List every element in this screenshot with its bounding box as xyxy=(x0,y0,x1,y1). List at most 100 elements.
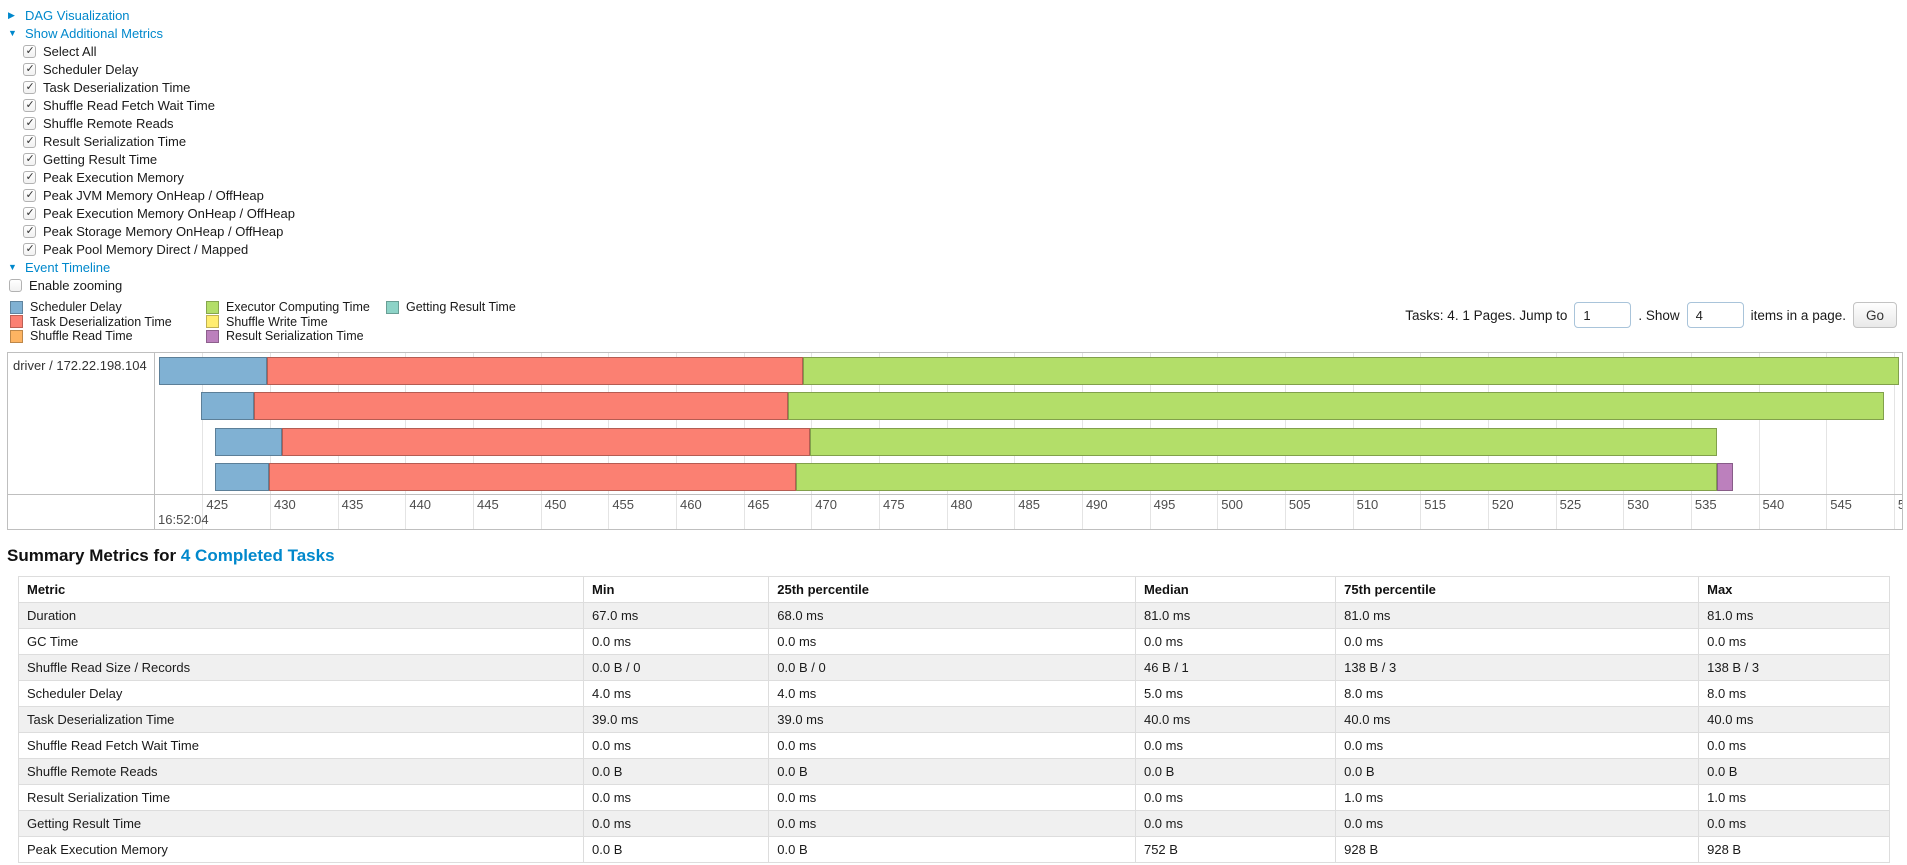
metric-checkbox[interactable] xyxy=(23,152,36,166)
metric-checkbox[interactable] xyxy=(23,242,36,256)
metric-value-cell: 0.0 B / 0 xyxy=(768,654,1136,681)
metric-name-cell: Result Serialization Time xyxy=(17,784,585,811)
metric-checkbox-row[interactable]: Task Deserialization Time xyxy=(23,78,1907,96)
metric-value-cell: 8.0 ms xyxy=(1335,680,1700,707)
metric-checkbox-row[interactable]: Scheduler Delay xyxy=(23,60,1907,78)
show-additional-metrics-toggle[interactable]: ▼ Show Additional Metrics xyxy=(8,24,1907,42)
metric-checkbox-row[interactable]: Select All xyxy=(23,42,1907,60)
metric-value-cell: 1.0 ms xyxy=(1335,784,1700,811)
metric-value-cell: 0.0 ms xyxy=(1134,810,1337,837)
metric-checkbox-row[interactable]: Shuffle Remote Reads xyxy=(23,114,1907,132)
metric-value-cell: 40.0 ms xyxy=(1134,706,1337,733)
metric-value-cell: 928 B xyxy=(1335,836,1700,863)
task-bar-segment-deserialization[interactable] xyxy=(267,357,804,385)
legend-swatch xyxy=(386,300,399,314)
metric-value-cell: 0.0 B / 0 xyxy=(583,654,770,681)
metric-checkbox[interactable] xyxy=(23,116,36,130)
task-bar-segment-scheduler-delay[interactable] xyxy=(159,357,268,385)
enable-zooming-row[interactable]: Enable zooming xyxy=(9,276,1907,294)
metric-value-cell: 46 B / 1 xyxy=(1134,654,1337,681)
task-bar-segment-computing[interactable] xyxy=(796,463,1717,492)
task-bar-segment-scheduler-delay[interactable] xyxy=(214,427,283,456)
metric-checkbox-row[interactable]: Peak Execution Memory OnHeap / OffHeap xyxy=(23,204,1907,222)
metric-checkbox-label: Result Serialization Time xyxy=(43,133,187,149)
task-bar-segment-scheduler-delay[interactable] xyxy=(201,392,254,421)
event-timeline-toggle[interactable]: ▼ Event Timeline xyxy=(8,258,1907,276)
metric-checkbox[interactable] xyxy=(23,62,36,76)
metric-checkbox-row[interactable]: Peak Pool Memory Direct / Mapped xyxy=(23,240,1907,258)
dag-visualization-label: DAG Visualization xyxy=(25,7,130,23)
timeline-label-divider xyxy=(154,353,155,529)
dag-visualization-toggle[interactable]: ▶ DAG Visualization xyxy=(8,6,1907,24)
timeline-tick-label: 485 xyxy=(1018,497,1040,512)
metric-checkbox-row[interactable]: Result Serialization Time xyxy=(23,132,1907,150)
metric-checkbox[interactable] xyxy=(23,188,36,202)
metric-checkbox[interactable] xyxy=(23,206,36,220)
task-bar-segment-computing[interactable] xyxy=(803,357,1900,385)
task-bar-segment-deserialization[interactable] xyxy=(268,463,797,492)
timeline-gridline xyxy=(1758,353,1760,529)
timeline-tick-label: 450 xyxy=(544,497,567,512)
enable-zooming-checkbox[interactable] xyxy=(9,278,22,292)
metric-checkbox[interactable] xyxy=(23,80,36,94)
metric-name-cell: Shuffle Remote Reads xyxy=(17,758,585,785)
metric-checkbox[interactable] xyxy=(23,44,36,58)
metric-checkbox-label: Scheduler Delay xyxy=(43,61,139,77)
task-bar-segment-deserialization[interactable] xyxy=(282,427,810,456)
additional-metrics-checkbox-list: Select All Scheduler Delay Task Deserializ… xyxy=(0,42,1907,258)
metric-checkbox[interactable] xyxy=(23,224,36,238)
task-pagination: Tasks: 4. 1 Pages. Jump to . Show items … xyxy=(1405,302,1897,328)
metric-checkbox-label: Peak Execution Memory xyxy=(43,169,184,185)
task-bar-segment-computing[interactable] xyxy=(809,427,1717,456)
timeline-tick-label: 525 xyxy=(1559,497,1582,512)
legend-item: Getting Result Time xyxy=(386,300,516,314)
timeline-tick-label: 535 xyxy=(1694,497,1717,512)
legend-label: Shuffle Read Time xyxy=(30,329,133,344)
go-button[interactable]: Go xyxy=(1852,302,1897,328)
metric-checkbox-label: Peak Execution Memory OnHeap / OffHeap xyxy=(43,205,295,221)
metric-name-cell: Shuffle Read Fetch Wait Time xyxy=(17,732,585,759)
metric-checkbox-row[interactable]: Peak Execution Memory xyxy=(23,168,1907,186)
legend-label: Getting Result Time xyxy=(406,300,516,315)
event-timeline-chart[interactable]: driver / 172.22.198.104 425 430 435 440 445 4… xyxy=(7,352,1903,530)
metric-checkbox-row[interactable]: Getting Result Time xyxy=(23,150,1907,168)
task-bar-segment-computing[interactable] xyxy=(788,392,1885,421)
tasks-count-text: Tasks: 4. 1 Pages. Jump to xyxy=(1405,307,1568,323)
timeline-tick-label: 445 xyxy=(477,497,499,512)
metric-value-cell: 0.0 B xyxy=(768,836,1136,863)
chevron-down-icon: ▼ xyxy=(8,27,17,38)
metric-checkbox[interactable] xyxy=(23,98,36,112)
enable-zooming-label: Enable zooming xyxy=(29,277,123,293)
completed-tasks-link[interactable]: 4 Completed Tasks xyxy=(180,546,335,565)
table-row: Shuffle Read Size / Records 0.0 B / 0 0.0 … xyxy=(17,654,1890,681)
metric-checkbox-label: Getting Result Time xyxy=(43,151,158,167)
metric-name-cell: Scheduler Delay xyxy=(17,680,585,707)
metric-value-cell: 0.0 ms xyxy=(1134,784,1337,811)
metric-checkbox-row[interactable]: Peak Storage Memory OnHeap / OffHeap xyxy=(23,222,1907,240)
table-row: Getting Result Time 0.0 ms 0.0 ms 0.0 ms 0.0… xyxy=(17,810,1890,837)
items-per-page-input[interactable] xyxy=(1686,302,1744,328)
timeline-plot-area[interactable]: 425 430 435 440 445 450 455 460 465 470 475 480 485 4… xyxy=(155,353,1902,529)
metric-value-cell: 0.0 ms xyxy=(768,732,1136,759)
metric-checkbox-row[interactable]: Shuffle Read Fetch Wait Time xyxy=(23,96,1907,114)
legend-label: Scheduler Delay xyxy=(30,300,122,315)
metric-name-cell: Shuffle Read Size / Records xyxy=(17,654,585,681)
metric-value-cell: 67.0 ms xyxy=(583,602,770,629)
legend-item: Shuffle Read Time xyxy=(10,329,206,343)
jump-to-page-input[interactable] xyxy=(1574,302,1632,328)
timeline-tick-label: 500 xyxy=(1221,497,1243,512)
legend-item: Task Deserialization Time xyxy=(10,315,206,329)
metric-value-cell: 68.0 ms xyxy=(768,602,1136,629)
task-bar-segment-scheduler-delay[interactable] xyxy=(214,463,269,492)
metric-value-cell: 40.0 ms xyxy=(1335,706,1700,733)
metric-name-cell: Task Deserialization Time xyxy=(17,706,585,733)
table-row: GC Time 0.0 ms 0.0 ms 0.0 ms 0.0 ms 0.0 ms xyxy=(17,628,1890,655)
metric-name-cell: Peak Execution Memory xyxy=(17,836,585,863)
metric-value-cell: 81.0 ms xyxy=(1698,602,1890,629)
metric-checkbox-row[interactable]: Peak JVM Memory OnHeap / OffHeap xyxy=(23,186,1907,204)
task-bar-segment-result-serialization[interactable] xyxy=(1716,463,1733,492)
metric-checkbox[interactable] xyxy=(23,170,36,184)
task-bar-segment-deserialization[interactable] xyxy=(253,392,789,421)
metric-checkbox[interactable] xyxy=(23,134,36,148)
metric-checkbox-label: Peak JVM Memory OnHeap / OffHeap xyxy=(43,187,264,203)
